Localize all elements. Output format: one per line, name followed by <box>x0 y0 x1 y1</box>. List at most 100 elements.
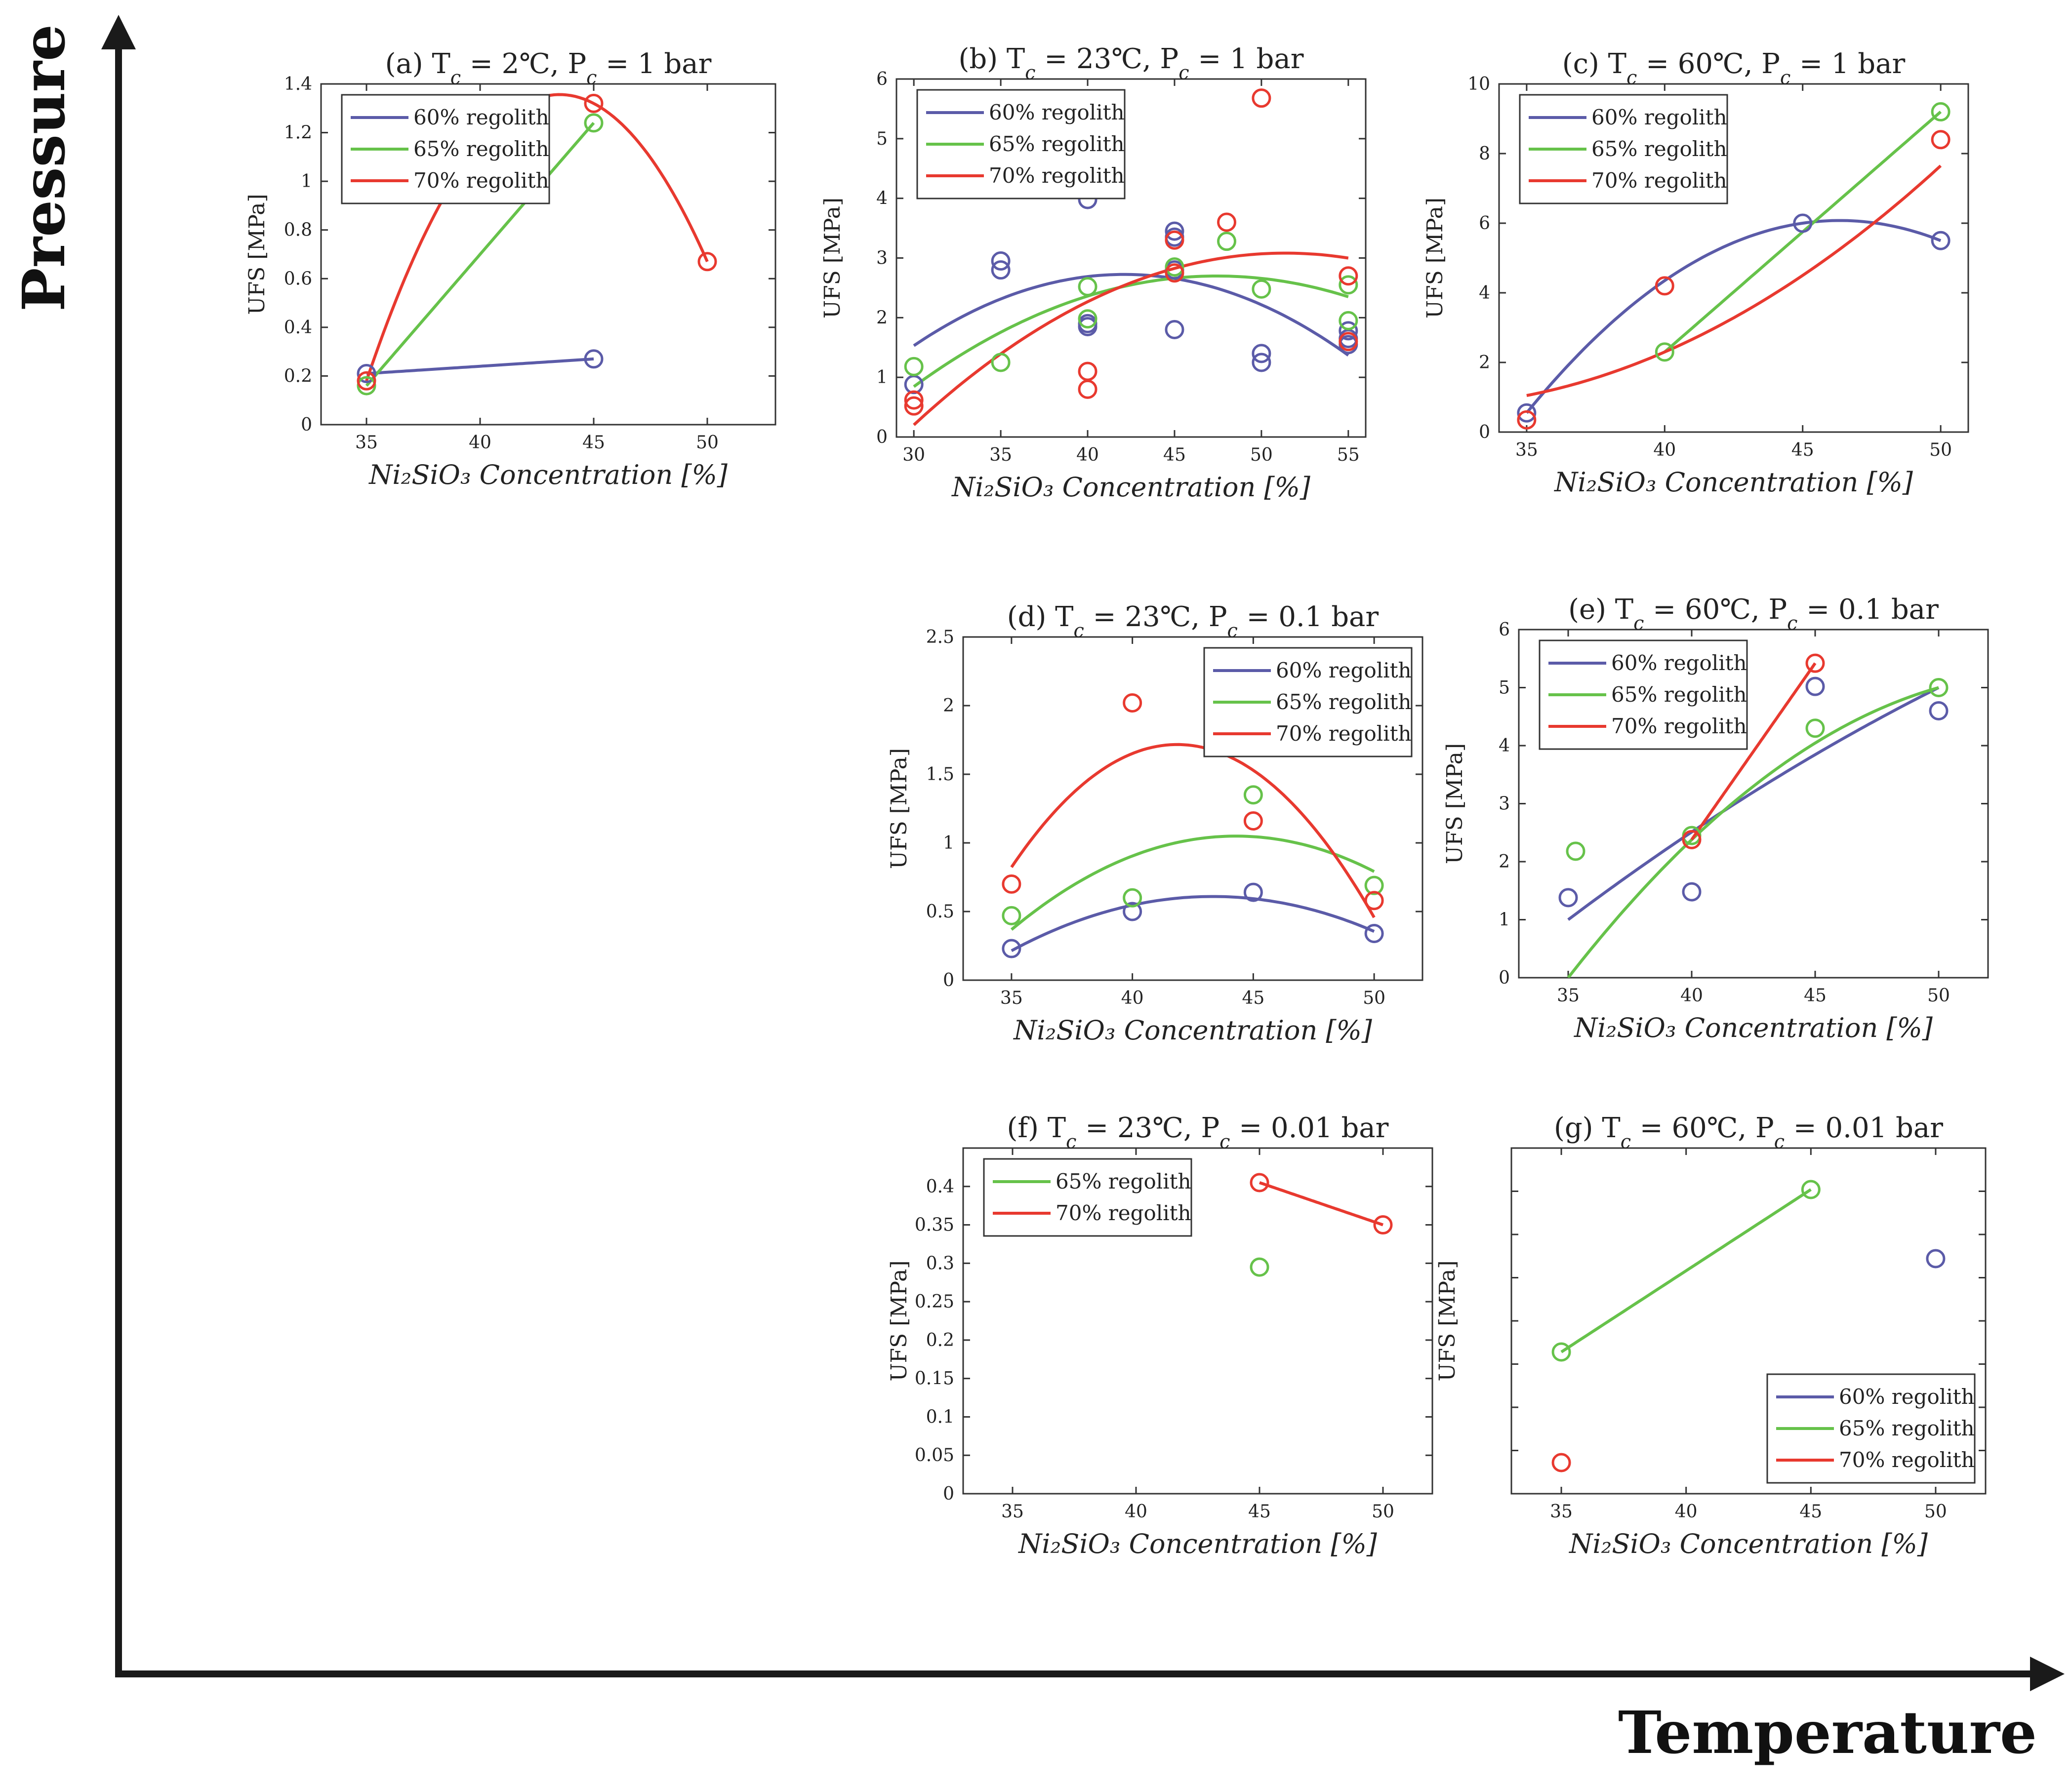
legend-entry: 65% regolith <box>413 137 549 161</box>
x-axis-label: Ni₂SiO₃ Concentration [%] <box>951 472 1311 503</box>
x-tick-label: 40 <box>469 433 491 453</box>
x-tick-label: 50 <box>1929 440 1952 460</box>
chart-panel-f: (f) Tc = 23℃, Pc = 0.01 bar 35 40 45 50 0 0.05… <box>887 1112 1432 1559</box>
y-tick-label: 5 <box>876 129 888 149</box>
x-tick-label: 35 <box>989 445 1012 465</box>
y-tick-label: 0.4 <box>284 318 312 338</box>
chart-title: (f) Tc = 23℃, Pc = 0.01 bar <box>1007 1112 1389 1152</box>
legend-entry: 70% regolith <box>1591 168 1727 193</box>
legend-entry: 65% regolith <box>1591 137 1727 161</box>
x-tick-label: 30 <box>902 445 925 465</box>
chart-title: (b) Tc = 23℃, Pc = 1 bar <box>959 43 1304 83</box>
y-tick-label: 0.2 <box>284 366 312 386</box>
y-tick-label: 0 <box>876 427 888 447</box>
y-tick-label: 1 <box>876 367 888 388</box>
y-axis-label: UFS [MPa] <box>1422 198 1448 318</box>
y-tick-label: 0.35 <box>915 1215 954 1235</box>
y-tick-label: 0.05 <box>915 1445 954 1466</box>
x-tick-label: 55 <box>1337 445 1360 465</box>
chart-panel-d: (d) Tc = 23℃, Pc = 0.1 bar35 40 45 5000.511… <box>887 601 1422 1046</box>
legend-entry: 70% regolith <box>989 163 1125 188</box>
x-tick-label: 35 <box>1550 1502 1573 1522</box>
x-tick-label: 35 <box>1001 1502 1024 1522</box>
x-tick-label: 35 <box>355 433 378 453</box>
chart-panel-c: (c) Tc = 60℃, Pc = 1 bar 35 40 45 50 0 2 4 6 8 10 N… <box>1422 48 1968 498</box>
y-axis-label: UFS [MPa] <box>820 198 845 318</box>
chart-panel-g: (g) Tc = 60℃, Pc = 0.01 bar35 40 45 50Ni₂Si… <box>1435 1112 1986 1559</box>
x-tick-label: 35 <box>1000 988 1023 1008</box>
temperature-label: Temperature <box>1618 1698 2037 1767</box>
y-tick-label: 2 <box>876 308 888 328</box>
chart-panel-a: (a) Tc = 2℃, Pc = 1 bar35 40 45 5000.20.40.… <box>244 48 775 490</box>
x-axis-label: Ni₂SiO₃ Concentration [%] <box>1553 467 1913 498</box>
temperature-axis-arrowhead <box>2030 1657 2065 1691</box>
legend-entry: 60% regolith <box>1276 658 1412 682</box>
x-tick-label: 35 <box>1515 440 1538 460</box>
legend-entry: 70% regolith <box>1276 721 1412 746</box>
x-tick-label: 40 <box>1076 445 1099 465</box>
y-tick-label: 0 <box>1479 422 1490 442</box>
y-tick-label: 0 <box>1499 968 1510 988</box>
x-tick-label: 45 <box>582 433 605 453</box>
y-tick-label: 1.5 <box>926 764 954 785</box>
pressure-axis-arrowhead <box>101 15 136 49</box>
chart-title: (a) Tc = 2℃, Pc = 1 bar <box>385 48 712 88</box>
legend-entry: 70% regolith <box>413 168 549 193</box>
x-tick-label: 40 <box>1121 988 1144 1008</box>
x-tick-label: 40 <box>1653 440 1676 460</box>
x-axis-label: Ni₂SiO₃ Concentration [%] <box>1573 1012 1933 1043</box>
legend-entry: 60% regolith <box>989 100 1125 124</box>
x-tick-label: 45 <box>1163 445 1186 465</box>
y-tick-label: 0 <box>943 970 954 991</box>
legend: 60% regolith 65% regolith 70% regolith <box>917 90 1125 199</box>
legend-entry: 70% regolith <box>1611 714 1747 738</box>
y-tick-label: 0 <box>943 1484 954 1504</box>
legend: 60% regolith 65% regolith 70% regolith <box>1204 648 1412 756</box>
x-tick-label: 40 <box>1675 1502 1698 1522</box>
y-tick-label: 1 <box>301 171 312 192</box>
y-tick-label: 0.5 <box>926 902 954 922</box>
y-tick-label: 5 <box>1499 678 1510 698</box>
x-tick-label: 45 <box>1242 988 1264 1008</box>
x-tick-label: 50 <box>696 433 719 453</box>
legend-entry: 60% regolith <box>413 105 549 129</box>
x-tick-label: 50 <box>1363 988 1385 1008</box>
x-tick-label: 45 <box>1799 1502 1822 1522</box>
y-tick-label: 0.15 <box>915 1369 954 1389</box>
legend-entry: 70% regolith <box>1056 1201 1191 1225</box>
y-tick-label: 3 <box>1499 794 1510 814</box>
x-axis-label: Ni₂SiO₃ Concentration [%] <box>1017 1528 1378 1559</box>
y-axis-label: UFS [MPa] <box>1435 1261 1460 1382</box>
y-tick-label: 0.4 <box>926 1177 954 1197</box>
x-tick-label: 45 <box>1248 1502 1271 1522</box>
y-tick-label: 0.2 <box>926 1330 954 1351</box>
y-tick-label: 4 <box>1479 283 1490 303</box>
y-axis-label: UFS [MPa] <box>887 1261 912 1382</box>
legend: 60% regolith 65% regolith 70% regolith <box>1767 1374 1975 1483</box>
y-tick-label: 0.3 <box>926 1253 954 1273</box>
x-tick-label: 45 <box>1804 986 1827 1006</box>
legend-entry: 65% regolith <box>989 132 1125 156</box>
chart-panel-e: (e) Tc = 60℃, Pc = 0.1 bar35 40 45 50012345… <box>1442 594 1988 1043</box>
y-tick-label: 1 <box>943 833 954 853</box>
y-axis-label: UFS [MPa] <box>1442 743 1467 864</box>
x-axis-label: Ni₂SiO₃ Concentration [%] <box>368 459 728 490</box>
y-tick-label: 0.25 <box>915 1292 954 1312</box>
y-tick-label: 6 <box>1479 213 1490 234</box>
y-tick-label: 1.2 <box>284 123 312 143</box>
x-axis-label: Ni₂SiO₃ Concentration [%] <box>1013 1015 1373 1046</box>
x-tick-label: 50 <box>1372 1502 1394 1522</box>
legend: 60% regolith 65% regolith 70% regolith <box>1540 640 1747 749</box>
y-tick-label: 4 <box>1499 736 1510 756</box>
y-tick-label: 10 <box>1467 74 1490 94</box>
legend-entry: 60% regolith <box>1611 651 1747 675</box>
y-tick-label: 2 <box>943 696 954 716</box>
legend-entry: 65% regolith <box>1276 690 1412 714</box>
legend: 60% regolith 65% regolith 70% regolith <box>1520 95 1727 203</box>
x-tick-label: 40 <box>1125 1502 1147 1522</box>
x-tick-label: 40 <box>1680 986 1703 1006</box>
y-tick-label: 2 <box>1499 852 1510 872</box>
legend-entry: 60% regolith <box>1591 105 1727 129</box>
